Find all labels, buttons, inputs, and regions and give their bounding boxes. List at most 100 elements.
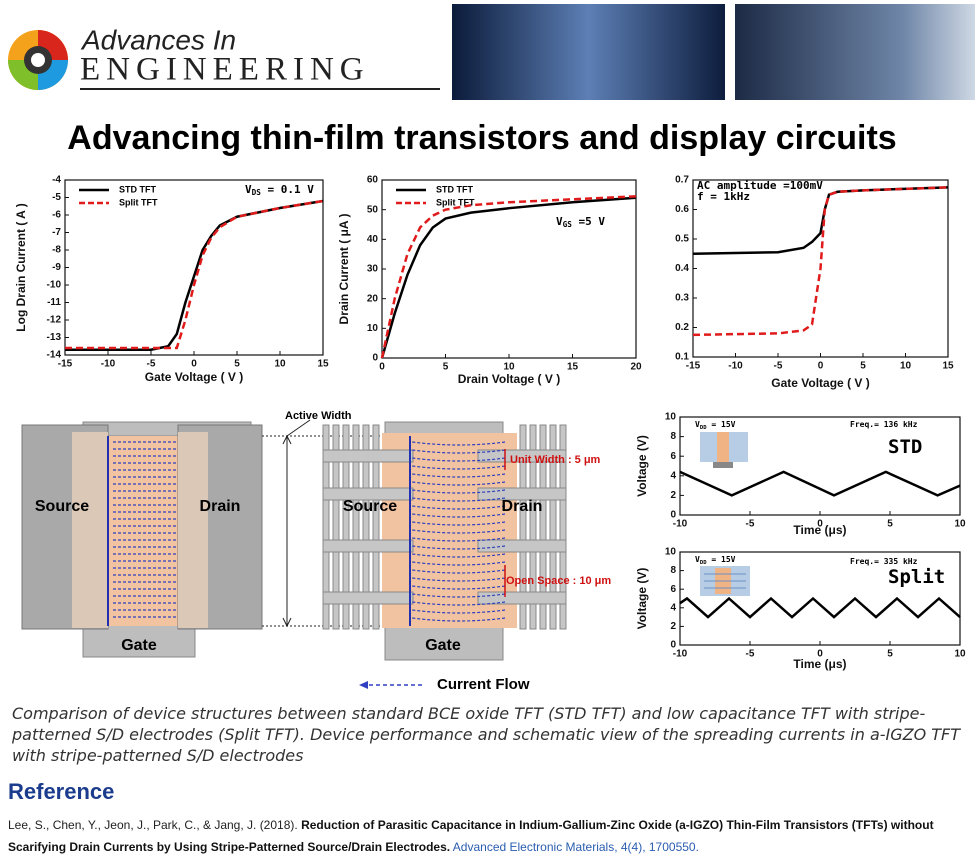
reference-title: Reduction of Parasitic Capacitance in In… (8, 818, 934, 854)
x-axis-label: Time (μs) (793, 657, 846, 671)
y-tick-label: 30 (367, 264, 379, 275)
x-tick-label: 5 (443, 362, 449, 373)
x-tick-label: -10 (673, 519, 688, 530)
y-tick-label: -7 (52, 227, 61, 238)
current-flow-key (359, 681, 425, 689)
x-tick-label: -15 (58, 359, 73, 370)
left-source-label: Source (35, 498, 89, 515)
current-flow-label: Current Flow (437, 676, 530, 693)
x-tick-label: -5 (147, 359, 156, 370)
y-tick-label: 0.5 (675, 234, 689, 245)
x-tick-label: 5 (887, 649, 893, 660)
right-source-label: Source (343, 498, 397, 515)
y-tick-label: 20 (367, 293, 379, 304)
x-tick-label: 5 (860, 361, 866, 372)
x-tick-label: 5 (234, 359, 240, 370)
std-device-icon (700, 432, 748, 468)
reference-journal[interactable]: Advanced Electronic Materials, 4(4), 170… (452, 840, 699, 854)
y-tick-label: 0.2 (675, 322, 689, 333)
annotation: Freq.= 136 kHz (850, 420, 918, 429)
finger-bar (322, 539, 414, 553)
x-tick-label: 10 (954, 519, 966, 530)
y-tick-label: 2 (670, 621, 676, 632)
x-tick-label: -5 (774, 361, 783, 372)
current-arrow (411, 521, 506, 526)
legend-label: Split TFT (436, 197, 475, 207)
x-tick-label: 0 (817, 519, 823, 530)
active-width-label: Active Width (285, 410, 352, 422)
y-tick-label: 2 (670, 490, 676, 501)
y-axis-label: Voltage (V) (635, 568, 649, 630)
current-arrow (411, 585, 506, 590)
finger (322, 424, 330, 630)
x-tick-label: 10 (954, 649, 966, 660)
reference-heading: Reference (8, 779, 115, 804)
current-arrow (411, 545, 506, 550)
finger (549, 424, 557, 630)
finger (332, 424, 340, 630)
annotation: VDD = 15V (695, 555, 736, 566)
logo-icon (8, 30, 68, 90)
right-drain-label: Drain (502, 498, 543, 515)
current-arrow (411, 537, 506, 542)
current-arrow (411, 617, 506, 622)
current-arrow (411, 465, 506, 470)
y-tick-label: -5 (52, 192, 61, 203)
split-device-icon (700, 566, 750, 596)
reference-text: Lee, S., Chen, Y., Jeon, J., Park, C., &… (8, 814, 973, 858)
left-gate-label: Gate (121, 637, 157, 654)
legend-label: STD TFT (436, 184, 473, 194)
y-tick-label: 10 (665, 547, 677, 558)
x-tick-label: 0 (379, 362, 385, 373)
x-tick-label: 10 (503, 362, 515, 373)
plot-frame (381, 179, 637, 359)
annotation-part: DD (700, 425, 707, 431)
annotation-part: Split (888, 566, 945, 588)
y-tick-label: 8 (670, 565, 676, 576)
series-line (692, 186, 949, 255)
annotation-part: =5 V (572, 215, 605, 228)
x-tick-label: 0 (817, 649, 823, 660)
finger-bar (477, 539, 567, 553)
finger (519, 424, 527, 630)
y-tick-label: 10 (367, 323, 379, 334)
y-axis-label: Drain Current ( μA ) (337, 214, 351, 325)
x-tick-label: 0 (191, 359, 197, 370)
current-arrow (411, 473, 506, 478)
x-axis-label: Gate Voltage ( V ) (145, 370, 243, 384)
y-tick-label: 0.6 (675, 204, 689, 215)
y-tick-label: 6 (670, 584, 676, 595)
reference-authors: Lee, S., Chen, Y., Jeon, J., Park, C., &… (8, 818, 298, 832)
x-axis-label: Gate Voltage ( V ) (771, 376, 869, 390)
active-width-marker (262, 419, 500, 628)
y-tick-label: 40 (367, 234, 379, 245)
finger (362, 424, 370, 630)
annotation-part: V (695, 555, 700, 564)
current-arrow (411, 593, 506, 598)
x-tick-label: -5 (746, 649, 755, 660)
series-line (65, 199, 324, 350)
schematic-std (21, 421, 263, 658)
annotation-part: V (556, 215, 563, 228)
current-arrow (411, 561, 506, 566)
finger (559, 424, 567, 630)
current-arrow (411, 609, 506, 614)
annotation: STD (888, 436, 922, 458)
figure-canvas: Advances In ENGINEERING Advancing thin-f… (8, 4, 975, 693)
logo-line2: ENGINEERING (80, 52, 370, 88)
y-tick-label: 4 (670, 602, 676, 613)
annotation: VDS = 0.1 V (245, 183, 314, 197)
y-tick-label: -14 (47, 350, 62, 361)
y-tick-label: 0 (670, 510, 676, 521)
legend-label: STD TFT (119, 184, 156, 194)
annotation-part: Freq.= 136 kHz (850, 420, 918, 429)
annotation: AC amplitude =100mV (697, 179, 823, 192)
left-drain-label: Drain (200, 498, 241, 515)
annotation-part: = 0.1 V (261, 183, 314, 196)
current-arrow (411, 569, 506, 574)
annotation-part: DS (252, 188, 262, 197)
logo-line1: Advances In (80, 24, 236, 55)
y-tick-label: 0 (372, 353, 378, 364)
y-tick-label: 50 (367, 204, 379, 215)
